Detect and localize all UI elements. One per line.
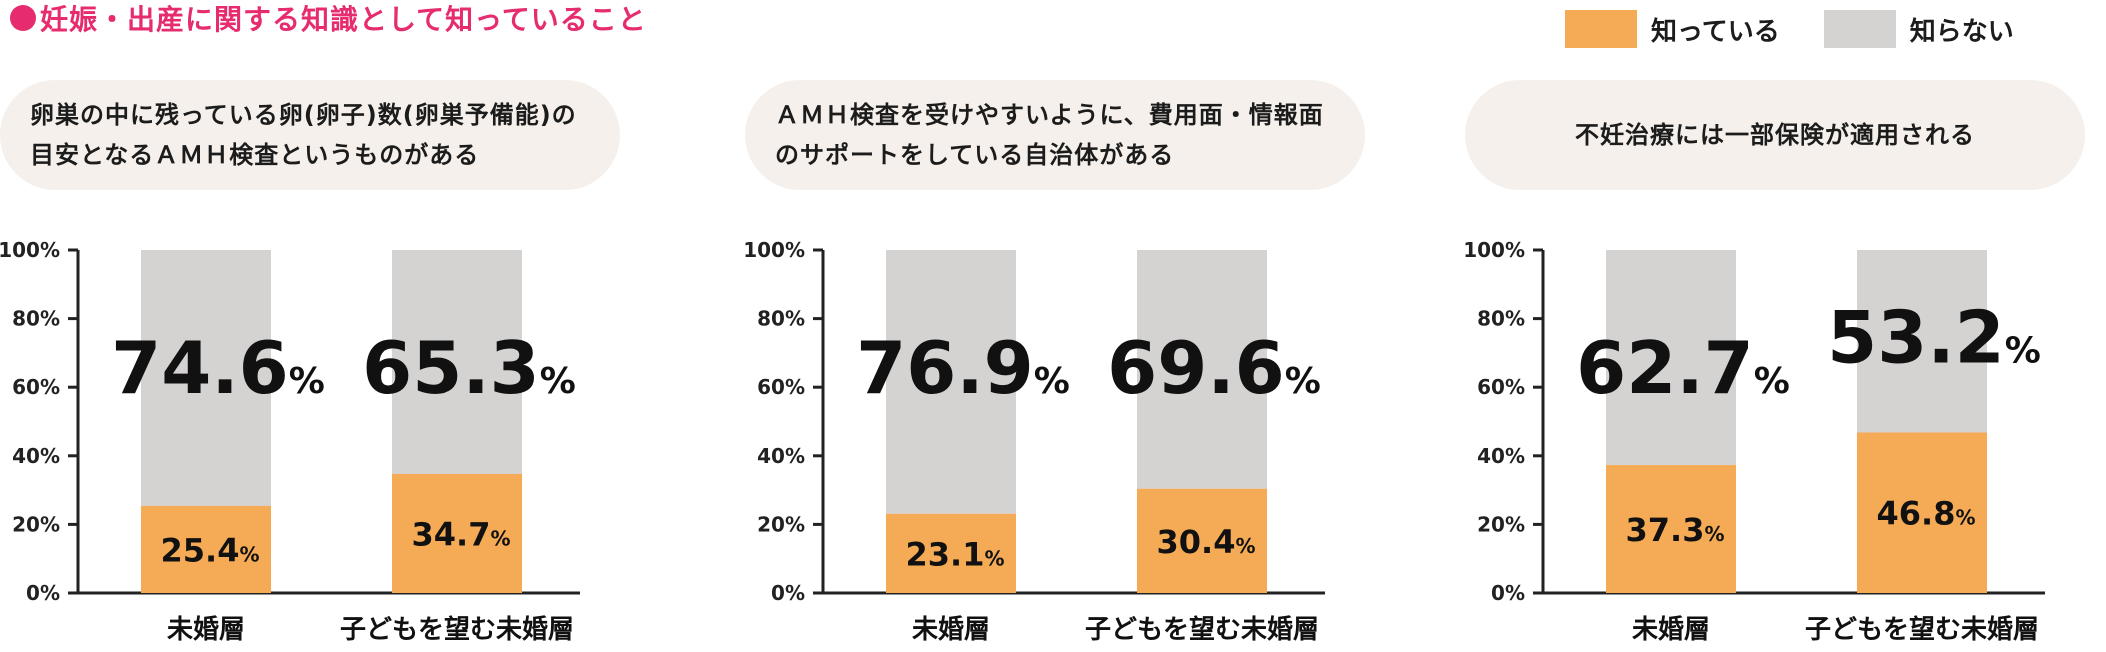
- y-tick-label: 0%: [1491, 581, 1525, 605]
- bar-known: [1137, 488, 1267, 593]
- question-bubble-1: 卵巣の中に残っている卵(卵子)数(卵巣予備能)の目安となるＡＭＨ検査というものが…: [0, 80, 620, 190]
- bar-known: [886, 513, 1016, 593]
- legend-item-unknown: 知らない: [1823, 10, 2014, 48]
- legend-label-unknown: 知らない: [1909, 16, 2014, 47]
- bar-known: [1857, 432, 1987, 593]
- bar-unknown: [1137, 250, 1267, 489]
- x-category-label: 未婚層: [167, 615, 245, 645]
- stacked-bar-chart-2: 0% 20% 40% 60% 80% 100% 76.9% 23.1% 未婚層 69.6% 30.4…: [743, 238, 1325, 645]
- x-category-label: 未婚層: [912, 615, 990, 645]
- data-label-unknown: 62.7%: [1576, 326, 1790, 410]
- y-tick-label: 40%: [757, 444, 805, 468]
- y-tick-label: 80%: [757, 307, 805, 331]
- x-category-label: 子どもを望む未婚層: [340, 615, 574, 645]
- bar-unknown: [392, 250, 522, 474]
- legend-label-known: 知っている: [1651, 16, 1780, 47]
- question-text-2: ＡＭＨ検査を受けやすいように、費用面・情報面のサポートをしている自治体がある: [775, 101, 1324, 169]
- y-tick-label: 100%: [0, 238, 60, 262]
- question-text-1: 卵巣の中に残っている卵(卵子)数(卵巣予備能)の目安となるＡＭＨ検査というものが…: [30, 101, 577, 169]
- bar-unknown: [141, 250, 271, 506]
- data-label-unknown: 69.6%: [1107, 326, 1321, 410]
- y-tick-label: 60%: [757, 375, 805, 399]
- data-label-known: 37.3%: [1626, 511, 1725, 549]
- data-label-known: 23.1%: [906, 535, 1005, 573]
- data-label-known: 46.8%: [1877, 495, 1976, 533]
- chart-panel-2: ＡＭＨ検査を受けやすいように、費用面・情報面のサポートをしている自治体がある 0…: [743, 0, 1365, 652]
- stacked-bar-chart-1: 0% 20% 40% 60% 80% 100% 74.6% 25.4% 未婚層 65.3% 34.7…: [0, 238, 580, 645]
- data-label-unknown: 65.3%: [362, 326, 576, 410]
- x-category-label: 子どもを望む未婚層: [1085, 615, 1319, 645]
- chart-panel-1: 卵巣の中に残っている卵(卵子)数(卵巣予備能)の目安となるＡＭＨ検査というものが…: [0, 0, 620, 652]
- bar-known: [141, 505, 271, 593]
- y-tick-label: 40%: [12, 444, 60, 468]
- y-tick-label: 0%: [771, 581, 805, 605]
- x-category-label: 子どもを望む未婚層: [1805, 615, 2039, 645]
- bar-unknown: [886, 250, 1016, 514]
- legend-swatch-unknown: [1823, 10, 1896, 48]
- data-label-unknown: 74.6%: [111, 326, 325, 410]
- data-label-known: 34.7%: [412, 515, 511, 553]
- y-tick-label: 80%: [12, 307, 60, 331]
- y-tick-label: 0%: [26, 581, 60, 605]
- bullet-dot-icon: [10, 5, 36, 31]
- legend-item-known: 知っている: [1565, 10, 1780, 48]
- bar-unknown: [1606, 250, 1736, 466]
- question-text-3: 不妊治療には一部保険が適用される: [1575, 121, 1975, 149]
- y-tick-label: 80%: [1477, 307, 1525, 331]
- bar-unknown: [1857, 250, 1987, 433]
- page-header: 妊娠・出産に関する知識として知っていること: [10, 0, 647, 38]
- y-tick-label: 60%: [1477, 375, 1525, 399]
- legend-swatch-known: [1565, 10, 1637, 48]
- y-tick-label: 100%: [1463, 238, 1525, 262]
- legend: 知っている 知らない: [1565, 10, 2058, 48]
- y-tick-label: 20%: [757, 512, 805, 536]
- y-tick-label: 60%: [12, 375, 60, 399]
- question-bubble-2: ＡＭＨ検査を受けやすいように、費用面・情報面のサポートをしている自治体がある: [745, 80, 1365, 190]
- data-label-known: 30.4%: [1157, 523, 1256, 561]
- chart-panel-3: 不妊治療には一部保険が適用される 0% 20% 40% 60% 80% 100% 62.7%…: [1463, 0, 2085, 652]
- y-tick-label: 40%: [1477, 444, 1525, 468]
- bar-known: [392, 473, 522, 593]
- data-label-unknown: 53.2%: [1827, 295, 2041, 379]
- y-tick-label: 100%: [743, 238, 805, 262]
- bar-known: [1606, 465, 1736, 593]
- y-tick-label: 20%: [1477, 512, 1525, 536]
- question-bubble-3: 不妊治療には一部保険が適用される: [1465, 80, 2085, 190]
- y-tick-label: 20%: [12, 512, 60, 536]
- stacked-bar-chart-3: 0% 20% 40% 60% 80% 100% 62.7% 37.3% 未婚層 53.2% 46.8…: [1463, 238, 2045, 645]
- x-category-label: 未婚層: [1632, 615, 1710, 645]
- page-title: 妊娠・出産に関する知識として知っていること: [40, 3, 647, 36]
- data-label-unknown: 76.9%: [856, 326, 1070, 410]
- data-label-known: 25.4%: [161, 531, 260, 569]
